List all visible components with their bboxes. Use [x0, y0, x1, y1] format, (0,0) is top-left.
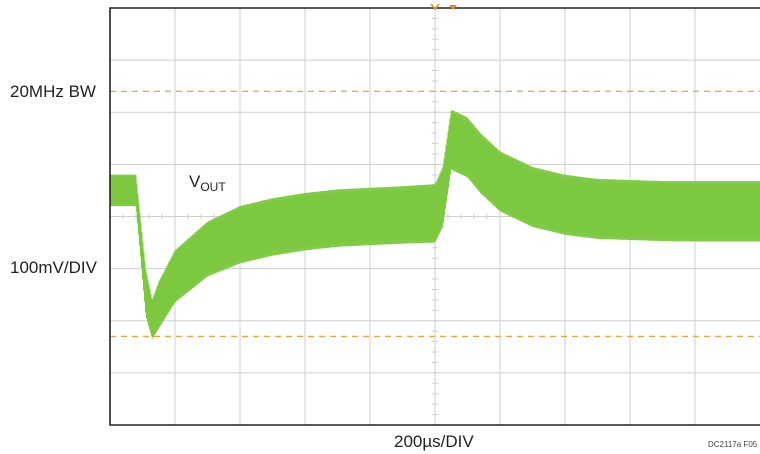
trace-vout	[109, 109, 760, 339]
trace-label-sub: OUT	[200, 180, 226, 194]
cursor-lines	[110, 90, 760, 337]
trace-label-vout: VOUT	[189, 172, 226, 194]
vertical-scale-label: 100mV/DIV	[10, 258, 97, 277]
trigger-position-marker	[449, 5, 457, 10]
trigger-marker	[430, 3, 440, 11]
bandwidth-label: 20MHz BW	[10, 82, 96, 101]
trace-label-main: V	[189, 172, 201, 191]
trace-layer	[109, 109, 760, 339]
frame	[109, 3, 760, 426]
horizontal-scale-label: 200µs/DIV	[394, 432, 474, 451]
figure-code: DC2117a F05	[708, 440, 758, 449]
